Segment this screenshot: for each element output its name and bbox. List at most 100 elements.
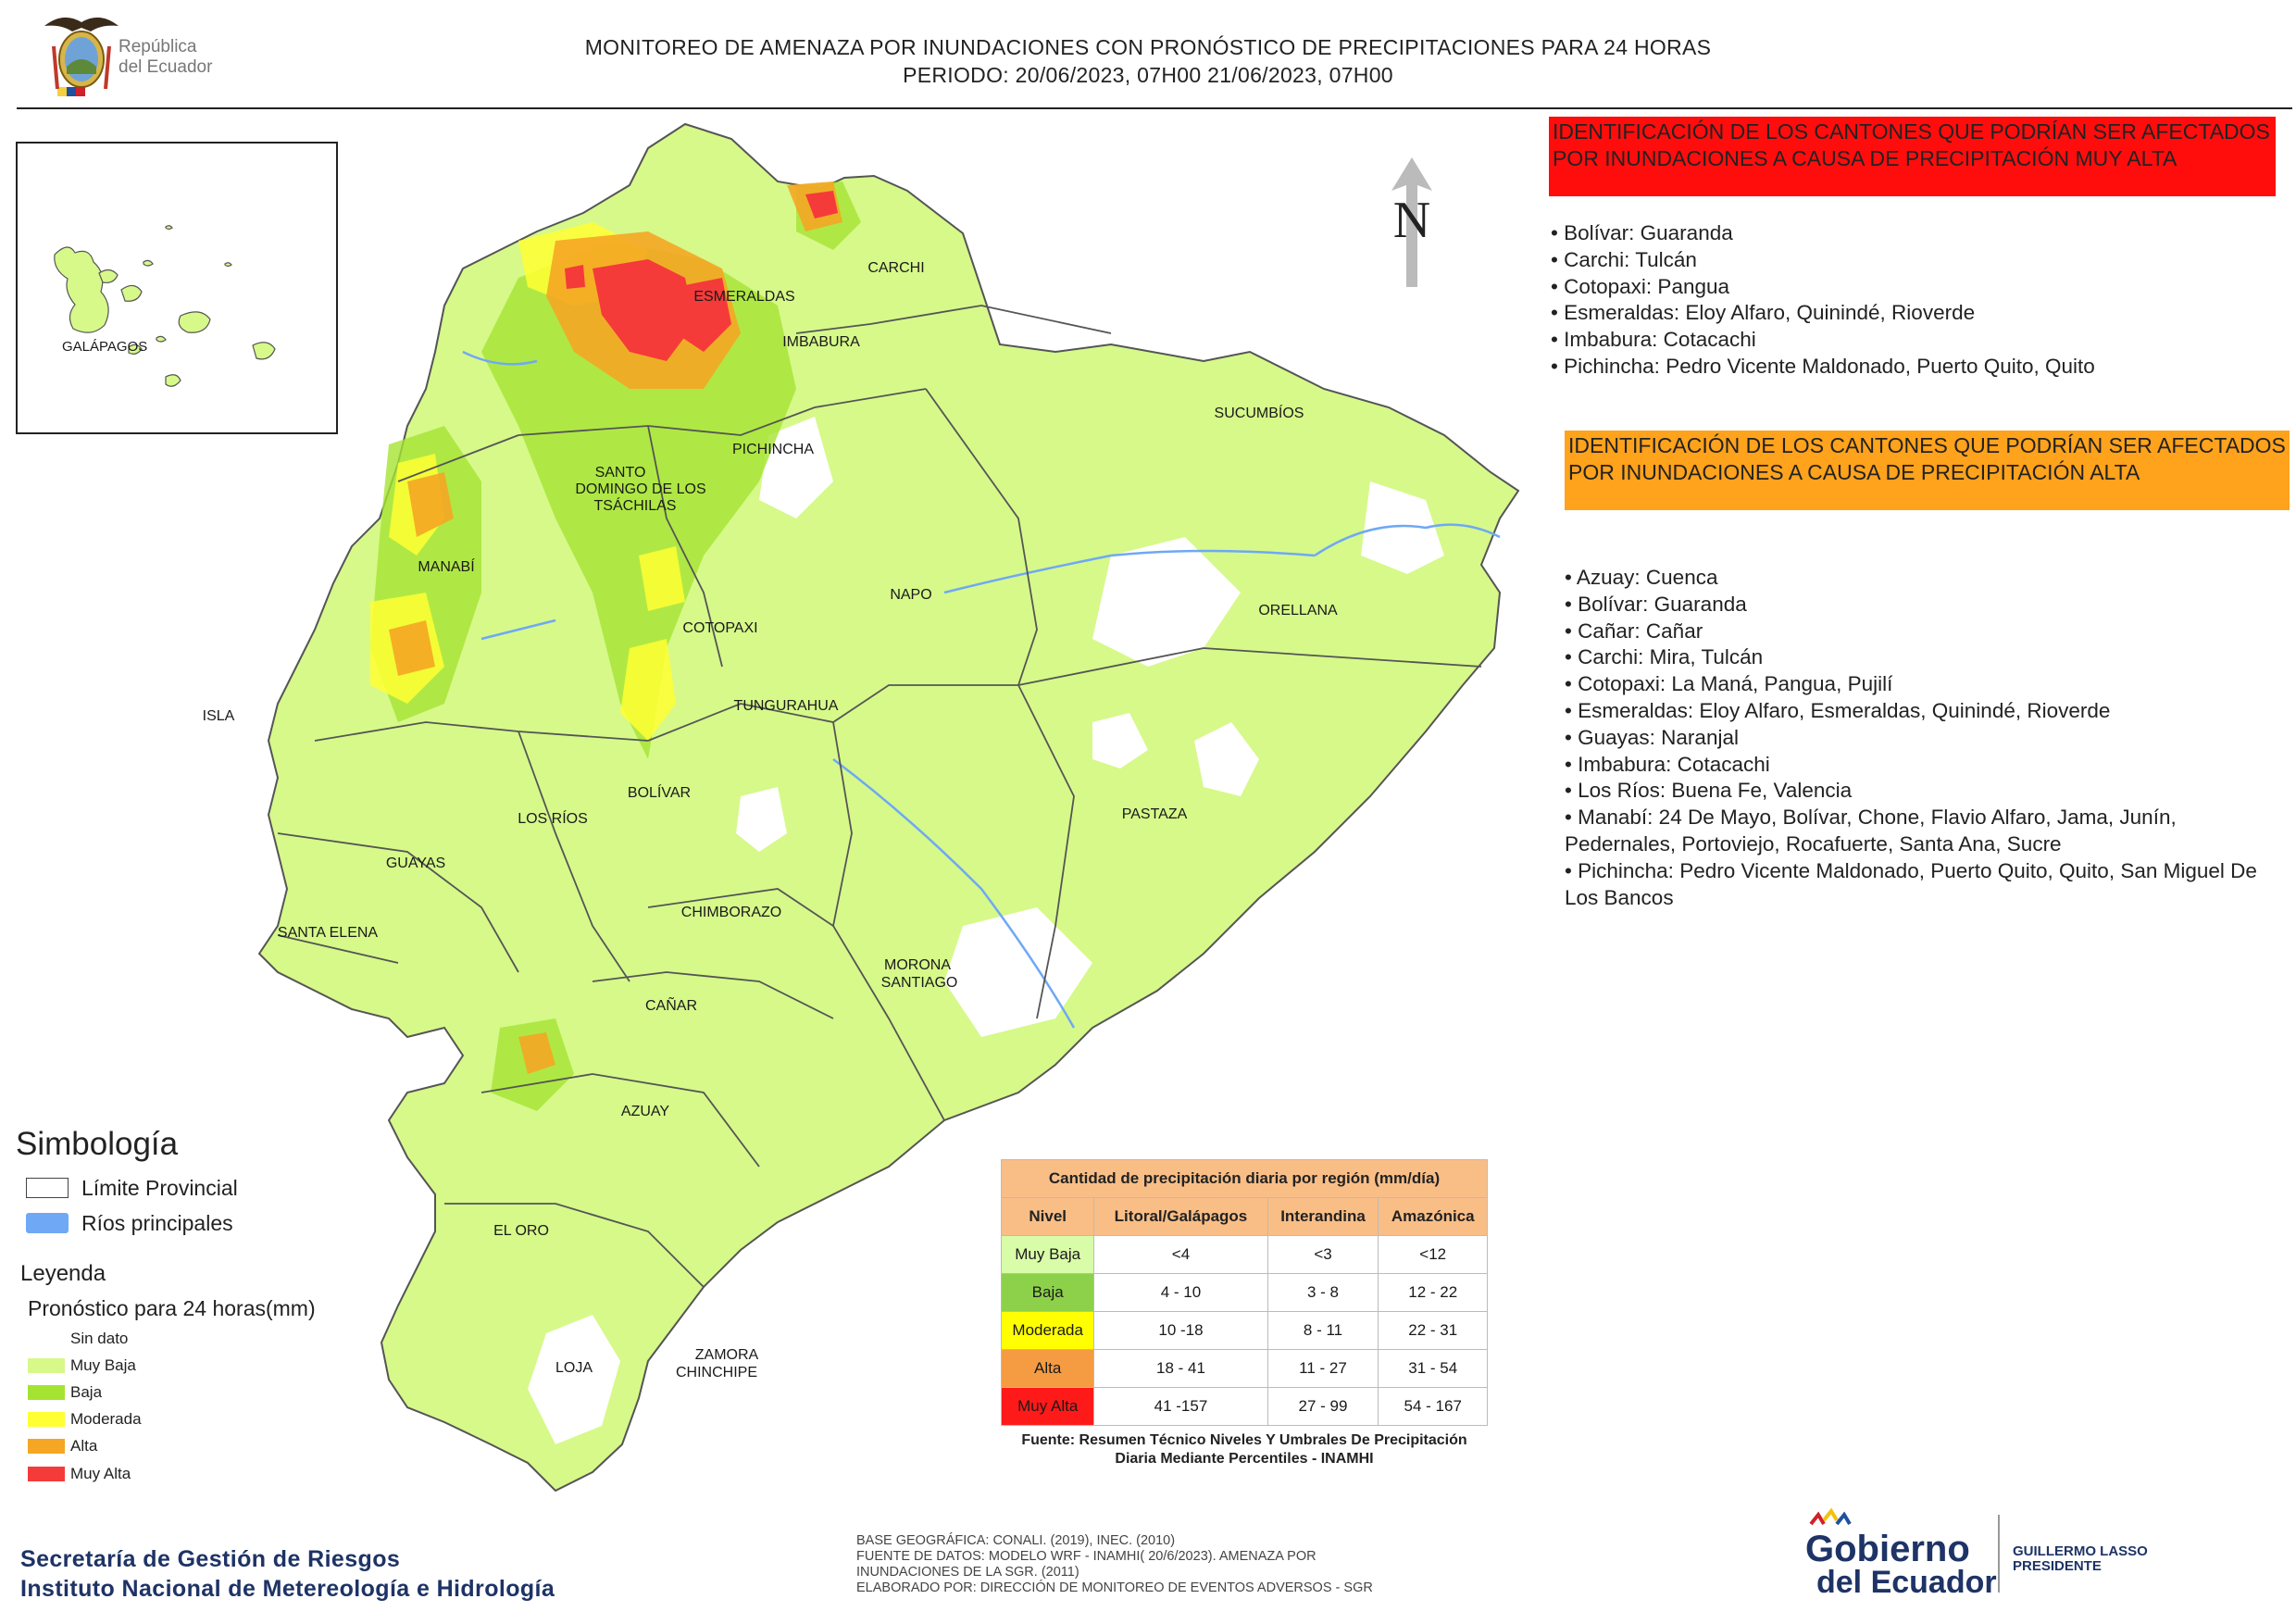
table-row: Moderada 10 -18 8 - 11 22 - 31 [1000, 1311, 1488, 1350]
province-label: SANTIAGO [881, 975, 958, 991]
province-label: TUNGURAHUA [734, 698, 839, 714]
list-item: • Esmeraldas: Eloy Alfaro, Esmeraldas, Q… [1565, 698, 2111, 722]
province-label: TSÁCHILAS [594, 496, 677, 514]
list-item: • Bolívar: Guaranda [1551, 221, 1733, 244]
list-item: • Guayas: Naranjal [1565, 725, 1739, 749]
legend-label: Moderada [70, 1410, 142, 1428]
table-row: Muy Alta 41 -157 27 - 99 54 - 167 [1000, 1387, 1488, 1426]
table-cell: 22 - 31 [1378, 1311, 1488, 1350]
header-divider [17, 107, 2292, 109]
table-level-cell: Baja [1000, 1273, 1095, 1312]
table-row: Alta 18 - 41 11 - 27 31 - 54 [1000, 1349, 1488, 1388]
table-cell: 11 - 27 [1267, 1349, 1379, 1388]
president-line-2: PRESIDENTE [2013, 1558, 2102, 1574]
province-label: ISLA [203, 708, 235, 724]
province-label: CHINCHIPE [676, 1365, 757, 1380]
legend-title: Leyenda [20, 1261, 106, 1286]
province-label: MANABÍ [418, 557, 475, 575]
galapagos-inset-map: GALÁPAGOS [16, 142, 338, 434]
list-item: • Cañar: Cañar [1565, 618, 1703, 643]
inset-label: GALÁPAGOS [62, 339, 147, 355]
list-item: • Cotopaxi: Pangua [1551, 274, 1730, 298]
province-label: CHIMBORAZO [681, 905, 781, 920]
table-cell: 4 - 10 [1093, 1273, 1268, 1312]
table-cell: <4 [1093, 1235, 1268, 1274]
legend-label: Alta [70, 1437, 98, 1455]
province-label: IMBABURA [782, 334, 860, 350]
provincial-limit-swatch [26, 1178, 69, 1198]
logo-line-1: República [119, 37, 197, 56]
north-arrow: N [1384, 154, 1440, 291]
table-cell: 12 - 22 [1378, 1273, 1488, 1312]
main-rivers [462, 350, 1501, 1029]
organization-names: Secretaría de Gestión de Riesgos Institu… [20, 1544, 555, 1604]
north-arrow-icon: N [1391, 157, 1432, 287]
province-label: BOLÍVAR [628, 783, 691, 801]
list-item: • Imbabura: Cotacachi [1551, 328, 1756, 352]
table-row: Baja 4 - 10 3 - 8 12 - 22 [1000, 1273, 1488, 1312]
legend-swatch [28, 1439, 65, 1454]
legend-swatch [28, 1331, 65, 1346]
province-label: CARCHI [867, 260, 924, 276]
legend-label: Muy Alta [70, 1465, 131, 1482]
province-label: PICHINCHA [732, 442, 814, 457]
org-line-2: Instituto Nacional de Metereología e Hid… [20, 1576, 555, 1602]
credit-line: BASE GEOGRÁFICA: CONALI. (2019), INEC. (… [856, 1533, 1176, 1548]
province-label: NAPO [890, 587, 931, 603]
gob-line-1: Gobierno [1805, 1529, 1970, 1569]
legend-swatch [28, 1358, 65, 1373]
table-cell: 27 - 99 [1267, 1387, 1379, 1426]
province-label: DOMINGO DE LOS [575, 481, 705, 497]
president-line-1: GUILLERMO LASSO [2013, 1543, 2148, 1559]
province-label: SANTA ELENA [278, 925, 379, 941]
legend-swatch [28, 1385, 65, 1400]
province-label: ESMERALDAS [693, 289, 794, 305]
list-item: • Cotopaxi: La Maná, Pangua, Pujilí [1565, 672, 1893, 696]
province-label: GUAYAS [386, 856, 445, 871]
gobierno-logo: Gobierno del Ecuador GUILLERMO LASSO PRE… [1803, 1507, 2155, 1600]
table-title: Cantidad de precipitación diaria por reg… [1001, 1159, 1488, 1198]
list-item: • Manabí: 24 De Mayo, Bolívar, Chone, Fl… [1565, 806, 2177, 856]
provincial-limit-label: Límite Provincial [81, 1176, 238, 1200]
province-label: MORONA [884, 957, 951, 973]
province-label: ORELLANA [1258, 603, 1338, 618]
table-cell: 10 -18 [1093, 1311, 1268, 1350]
very-high-alert-title: IDENTIFICACIÓN DE LOS CANTONES QUE PODRÍ… [1549, 117, 2276, 196]
list-item: • Imbabura: Cotacachi [1565, 752, 1770, 776]
very-high-precip-areas [565, 191, 838, 361]
list-item: • Pichincha: Pedro Vicente Maldonado, Pu… [1565, 858, 2257, 909]
province-label: COTOPAXI [682, 620, 757, 636]
rivers-label: Ríos principales [81, 1211, 233, 1235]
logo-text: República del Ecuador [119, 37, 212, 78]
org-line-1: Secretaría de Gestión de Riesgos [20, 1546, 401, 1572]
ecuador-coat-of-arms-logo [35, 9, 248, 98]
high-alert-list: • Azuay: Cuenca • Bolívar: Guaranda • Ca… [1565, 565, 2277, 911]
list-item: • Carchi: Tulcán [1551, 247, 1697, 271]
province-label: PASTAZA [1122, 806, 1188, 822]
list-item: • Bolívar: Guaranda [1565, 592, 1747, 616]
rivers-legend: Ríos principales [26, 1211, 322, 1241]
list-item: • Pichincha: Pedro Vicente Maldonado, Pu… [1551, 354, 2095, 378]
high-alert-title: IDENTIFICACIÓN DE LOS CANTONES QUE PODRÍ… [1565, 431, 2290, 510]
table-cell: 54 - 167 [1378, 1387, 1488, 1426]
table-level-cell: Moderada [1000, 1311, 1095, 1350]
gob-line-2: del Ecuador [1816, 1565, 1997, 1600]
province-label: ZAMORA [695, 1347, 759, 1363]
map-credits: BASE GEOGRÁFICA: CONALI. (2019), INEC. (… [856, 1533, 1421, 1596]
gobierno-ecuador-logo-icon: Gobierno del Ecuador GUILLERMO LASSO PRE… [1805, 1507, 2148, 1600]
symbology-title: Simbología [16, 1126, 179, 1162]
table-cell: <12 [1378, 1235, 1488, 1274]
legend-label: Muy Baja [70, 1356, 136, 1374]
legend-swatch [28, 1412, 65, 1427]
table-cell: 8 - 11 [1267, 1311, 1379, 1350]
table-cell: 18 - 41 [1093, 1349, 1268, 1388]
list-item: • Carchi: Mira, Tulcán [1565, 645, 1764, 669]
table-cell: <3 [1267, 1235, 1379, 1274]
table-source: Fuente: Resumen Técnico Niveles Y Umbral… [1021, 1432, 1467, 1467]
north-label: N [1393, 192, 1430, 249]
no-data-areas [528, 417, 1444, 1444]
table-header: Nivel [1000, 1197, 1095, 1236]
provincial-limit-legend: Límite Provincial [26, 1176, 322, 1206]
credit-line: ELABORADO POR: DIRECCIÓN DE MONITOREO DE… [856, 1580, 1373, 1595]
